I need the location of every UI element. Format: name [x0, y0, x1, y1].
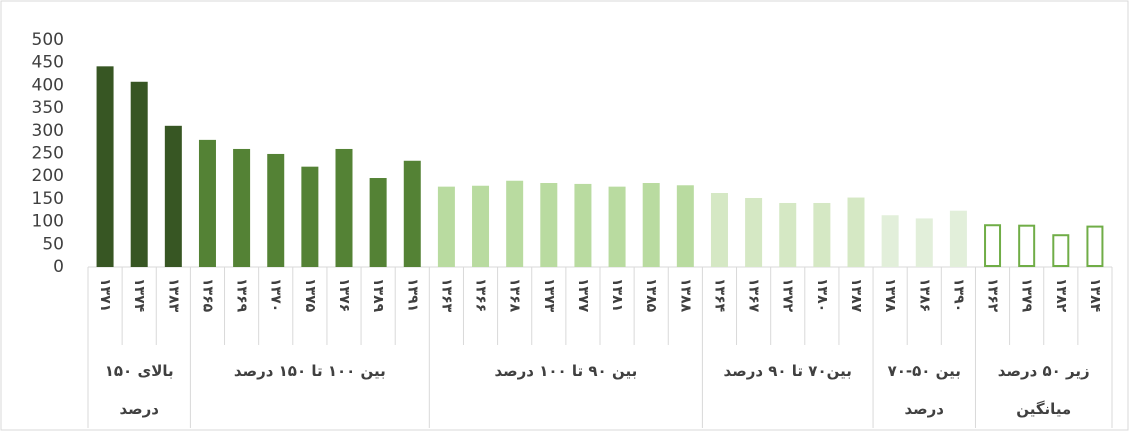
bar: [96, 66, 114, 267]
group-label: زیر ۵۰ درصد میانگین: [997, 362, 1090, 418]
bar: [949, 210, 967, 267]
y-tick-label: 400: [32, 75, 64, 95]
x-tick-label: ۱۳۸۶: [916, 278, 932, 312]
bar: [506, 180, 524, 267]
x-tick-label: ۱۳۶۲: [985, 278, 1001, 313]
bar: [198, 139, 216, 267]
x-tick-label: ۱۳۷۱: [97, 278, 113, 312]
bar: [130, 81, 148, 267]
y-tick-label: 500: [32, 30, 64, 50]
x-tick-label: ۱۳۹۰: [950, 278, 966, 312]
bar: [779, 202, 797, 267]
bar: [881, 215, 899, 267]
y-tick-label: 450: [32, 53, 64, 73]
y-tick-label: 350: [32, 98, 64, 118]
y-tick-label: 50: [42, 234, 64, 254]
bar: [1052, 234, 1070, 268]
group-label: بین ۹۰ تا ۱۰۰ درصد: [494, 362, 638, 380]
bar: [642, 183, 660, 267]
x-tick-label: ۱۳۷۹: [1019, 278, 1035, 313]
bar: [1018, 224, 1036, 268]
bar: [164, 125, 182, 267]
bar: [1086, 225, 1104, 267]
bar: [847, 197, 865, 267]
x-tick-label: ۱۳۸۷: [848, 278, 864, 313]
y-tick-label: 150: [32, 189, 64, 209]
x-tick-label: ۱۳۸۲: [1053, 278, 1069, 313]
bar: [608, 186, 626, 267]
group-label: بین۷۰ تا ۹۰ درصد: [723, 362, 852, 380]
x-tick-label: ۱۳۸۰: [814, 278, 830, 312]
x-tick-label: ۱۳۷۵: [302, 278, 318, 313]
x-tick-label: ۱۳۸۱: [609, 278, 625, 312]
bar: [369, 178, 387, 267]
y-tick-label: 300: [32, 121, 64, 141]
group-label: بین ۱۰۰ تا ۱۵۰ درصد: [233, 362, 386, 380]
x-tick-label: ۱۳۶۸: [507, 278, 523, 313]
y-tick-label: 250: [32, 144, 64, 164]
y-tick-label: 100: [32, 212, 64, 232]
x-tick-label: ۱۳۷۷: [575, 278, 591, 313]
bar: [915, 218, 933, 267]
x-tick-label: ۱۳۶۴: [711, 278, 727, 313]
x-tick-label: ۱۳۷۲: [780, 278, 796, 313]
y-tick-label: 200: [32, 166, 64, 186]
x-tick-label: ۱۳۸۴: [1087, 278, 1103, 313]
x-tick-label: ۱۳۷۶: [336, 278, 352, 312]
bar: [813, 202, 831, 267]
bar: [267, 153, 285, 267]
x-tick-label: ۱۳۷۴: [131, 278, 147, 313]
bar: [540, 183, 558, 267]
bar: [233, 148, 251, 267]
bar: [437, 186, 455, 267]
x-tick-label: ۱۳۸۸: [677, 278, 693, 313]
x-tick-label: ۱۳۷۸: [882, 278, 898, 313]
group-label: بین ۵۰-۷۰ درصد: [887, 362, 961, 418]
x-tick-label: ۱۳۶۷: [746, 278, 762, 313]
bar: [301, 166, 319, 267]
bar: [710, 192, 728, 267]
group-label: بالای ۱۵۰ درصد: [104, 362, 174, 418]
bar: [403, 160, 421, 267]
x-tick-label: ۱۳۶۶: [473, 278, 489, 312]
x-tick-label: ۱۳۶۳: [438, 278, 454, 313]
x-tick-label: ۱۳۷۰: [268, 278, 284, 312]
x-tick-label: ۱۳۸۵: [643, 278, 659, 313]
x-tick-label: ۱۳۶۵: [199, 278, 215, 313]
x-tick-label: ۱۳۸۳: [165, 278, 181, 313]
bar: [745, 197, 763, 267]
x-tick-label: ۱۳۹۱: [404, 278, 420, 312]
bar: [676, 185, 694, 267]
bar: [574, 183, 592, 267]
x-tick-label: ۱۳۶۹: [234, 278, 250, 313]
bar: [472, 185, 490, 267]
bar: [335, 148, 353, 267]
bar: [984, 224, 1002, 267]
x-tick-label: ۱۳۷۳: [541, 278, 557, 313]
y-tick-label: 0: [53, 257, 64, 277]
x-tick-label: ۱۳۸۹: [370, 278, 386, 313]
